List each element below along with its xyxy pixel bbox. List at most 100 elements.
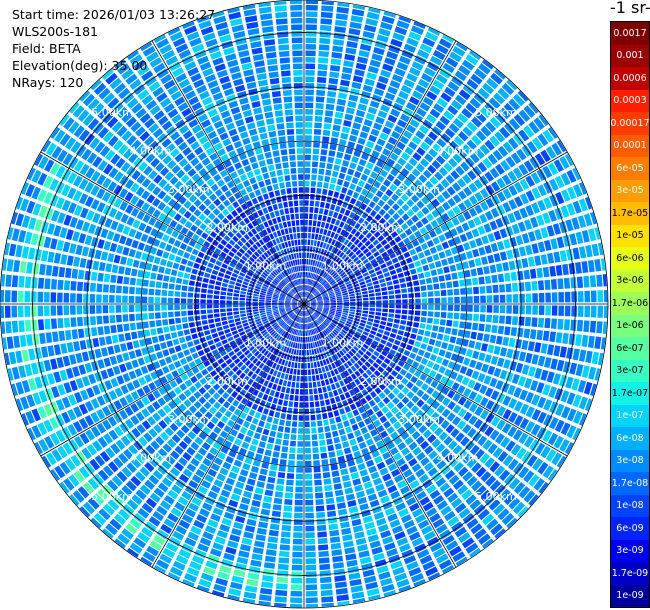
range-bin-cell: [263, 261, 269, 267]
range-bin-cell: [362, 297, 369, 301]
range-bin-cell: [171, 484, 182, 494]
range-bin-cell: [252, 459, 261, 467]
range-bin-cell: [300, 337, 303, 343]
range-bin-cell: [550, 279, 558, 290]
range-bin-cell: [284, 373, 289, 380]
range-bin-cell: [248, 409, 256, 417]
range-bin-cell: [118, 453, 129, 464]
range-bin-cell: [261, 288, 267, 292]
range-bin-cell: [406, 474, 417, 484]
range-bin-cell: [445, 174, 455, 184]
range-bin-cell: [397, 272, 404, 278]
range-bin-cell: [39, 263, 46, 276]
range-bin-cell: [446, 186, 456, 196]
range-bin-cell: [259, 515, 269, 522]
range-bin-cell: [333, 329, 339, 334]
range-bin-cell: [396, 382, 405, 391]
range-bin-cell: [265, 388, 271, 395]
range-bin-cell: [73, 341, 81, 352]
range-bin-cell: [336, 298, 343, 301]
range-bin-cell: [528, 102, 539, 114]
range-bin-cell: [542, 330, 550, 342]
range-bin-cell: [281, 280, 287, 286]
range-bin-cell: [290, 313, 295, 318]
range-bin-cell: [114, 426, 124, 437]
range-bin-cell: [415, 130, 426, 140]
range-bin-cell: [242, 598, 256, 604]
range-bin-cell: [305, 83, 315, 89]
range-bin-cell: [6, 336, 14, 349]
range-bin-cell: [84, 270, 91, 281]
range-bin-cell: [484, 139, 495, 151]
range-bin-cell: [513, 133, 524, 146]
range-bin-cell: [233, 314, 240, 319]
range-bin-cell: [279, 550, 290, 558]
range-bin-cell: [305, 285, 307, 291]
range-bin-cell: [399, 277, 406, 283]
range-bin-cell: [202, 325, 209, 331]
range-bin-cell: [327, 364, 333, 371]
range-bin-cell: [305, 310, 308, 317]
range-bin-cell: [452, 416, 461, 426]
range-bin-cell: [462, 261, 469, 270]
range-bin-cell: [457, 385, 466, 394]
range-bin-cell: [295, 486, 303, 493]
range-bin-cell: [113, 254, 121, 264]
range-bin-cell: [44, 305, 50, 316]
range-bin-cell: [489, 264, 497, 274]
range-bin-cell: [185, 266, 192, 273]
range-bin-cell: [273, 311, 279, 314]
range-bin-cell: [305, 50, 316, 57]
range-bin-cell: [370, 210, 377, 218]
range-bin-cell: [382, 536, 394, 545]
range-bin-cell: [194, 411, 203, 420]
range-bin-cell: [268, 288, 274, 292]
range-bin-cell: [417, 549, 430, 559]
range-bin-cell: [78, 178, 89, 190]
range-bin-cell: [427, 164, 437, 174]
range-bin-cell: [267, 436, 275, 444]
range-bin-cell: [255, 368, 261, 375]
range-bin-cell: [74, 160, 85, 173]
range-bin-cell: [374, 222, 382, 230]
range-bin-cell: [453, 363, 462, 372]
range-bin-cell: [292, 545, 303, 551]
range-bin-cell: [178, 457, 188, 467]
range-bin-cell: [189, 561, 202, 571]
range-bin-cell: [373, 370, 381, 377]
range-bin-cell: [220, 312, 227, 317]
range-bin-cell: [63, 280, 71, 291]
range-bin-cell: [121, 111, 133, 123]
range-bin-cell: [197, 237, 205, 245]
range-bin-cell: [305, 115, 313, 122]
range-bin-cell: [551, 452, 563, 466]
range-bin-cell: [363, 197, 371, 205]
range-bin-cell: [389, 361, 397, 369]
range-bin-cell: [513, 462, 524, 475]
range-bin-cell: [474, 68, 487, 80]
range-bin-cell: [444, 351, 452, 359]
range-bin-cell: [57, 384, 66, 396]
range-bin-cell: [305, 603, 318, 608]
range-bin-cell: [383, 379, 391, 386]
range-bin-cell: [462, 424, 472, 434]
range-bin-cell: [363, 481, 373, 489]
range-bin-cell: [11, 305, 18, 318]
range-bin-cell: [453, 312, 460, 320]
range-bin-cell: [312, 381, 317, 388]
range-bin-cell: [258, 420, 265, 428]
range-bin-cell: [322, 330, 327, 337]
range-bin-cell: [305, 24, 317, 31]
range-bin-cell: [339, 320, 345, 325]
range-bin-cell: [28, 348, 36, 361]
range-bin-cell: [519, 293, 525, 303]
range-bin-cell: [341, 254, 347, 260]
range-bin-cell: [275, 349, 280, 356]
range-bin-cell: [505, 315, 512, 325]
range-bin-cell: [327, 326, 333, 332]
range-bin-cell: [399, 463, 410, 473]
range-bin-cell: [329, 333, 334, 339]
range-bin-cell: [99, 145, 111, 157]
range-bin-cell: [349, 578, 362, 587]
range-bin-cell: [92, 384, 101, 396]
